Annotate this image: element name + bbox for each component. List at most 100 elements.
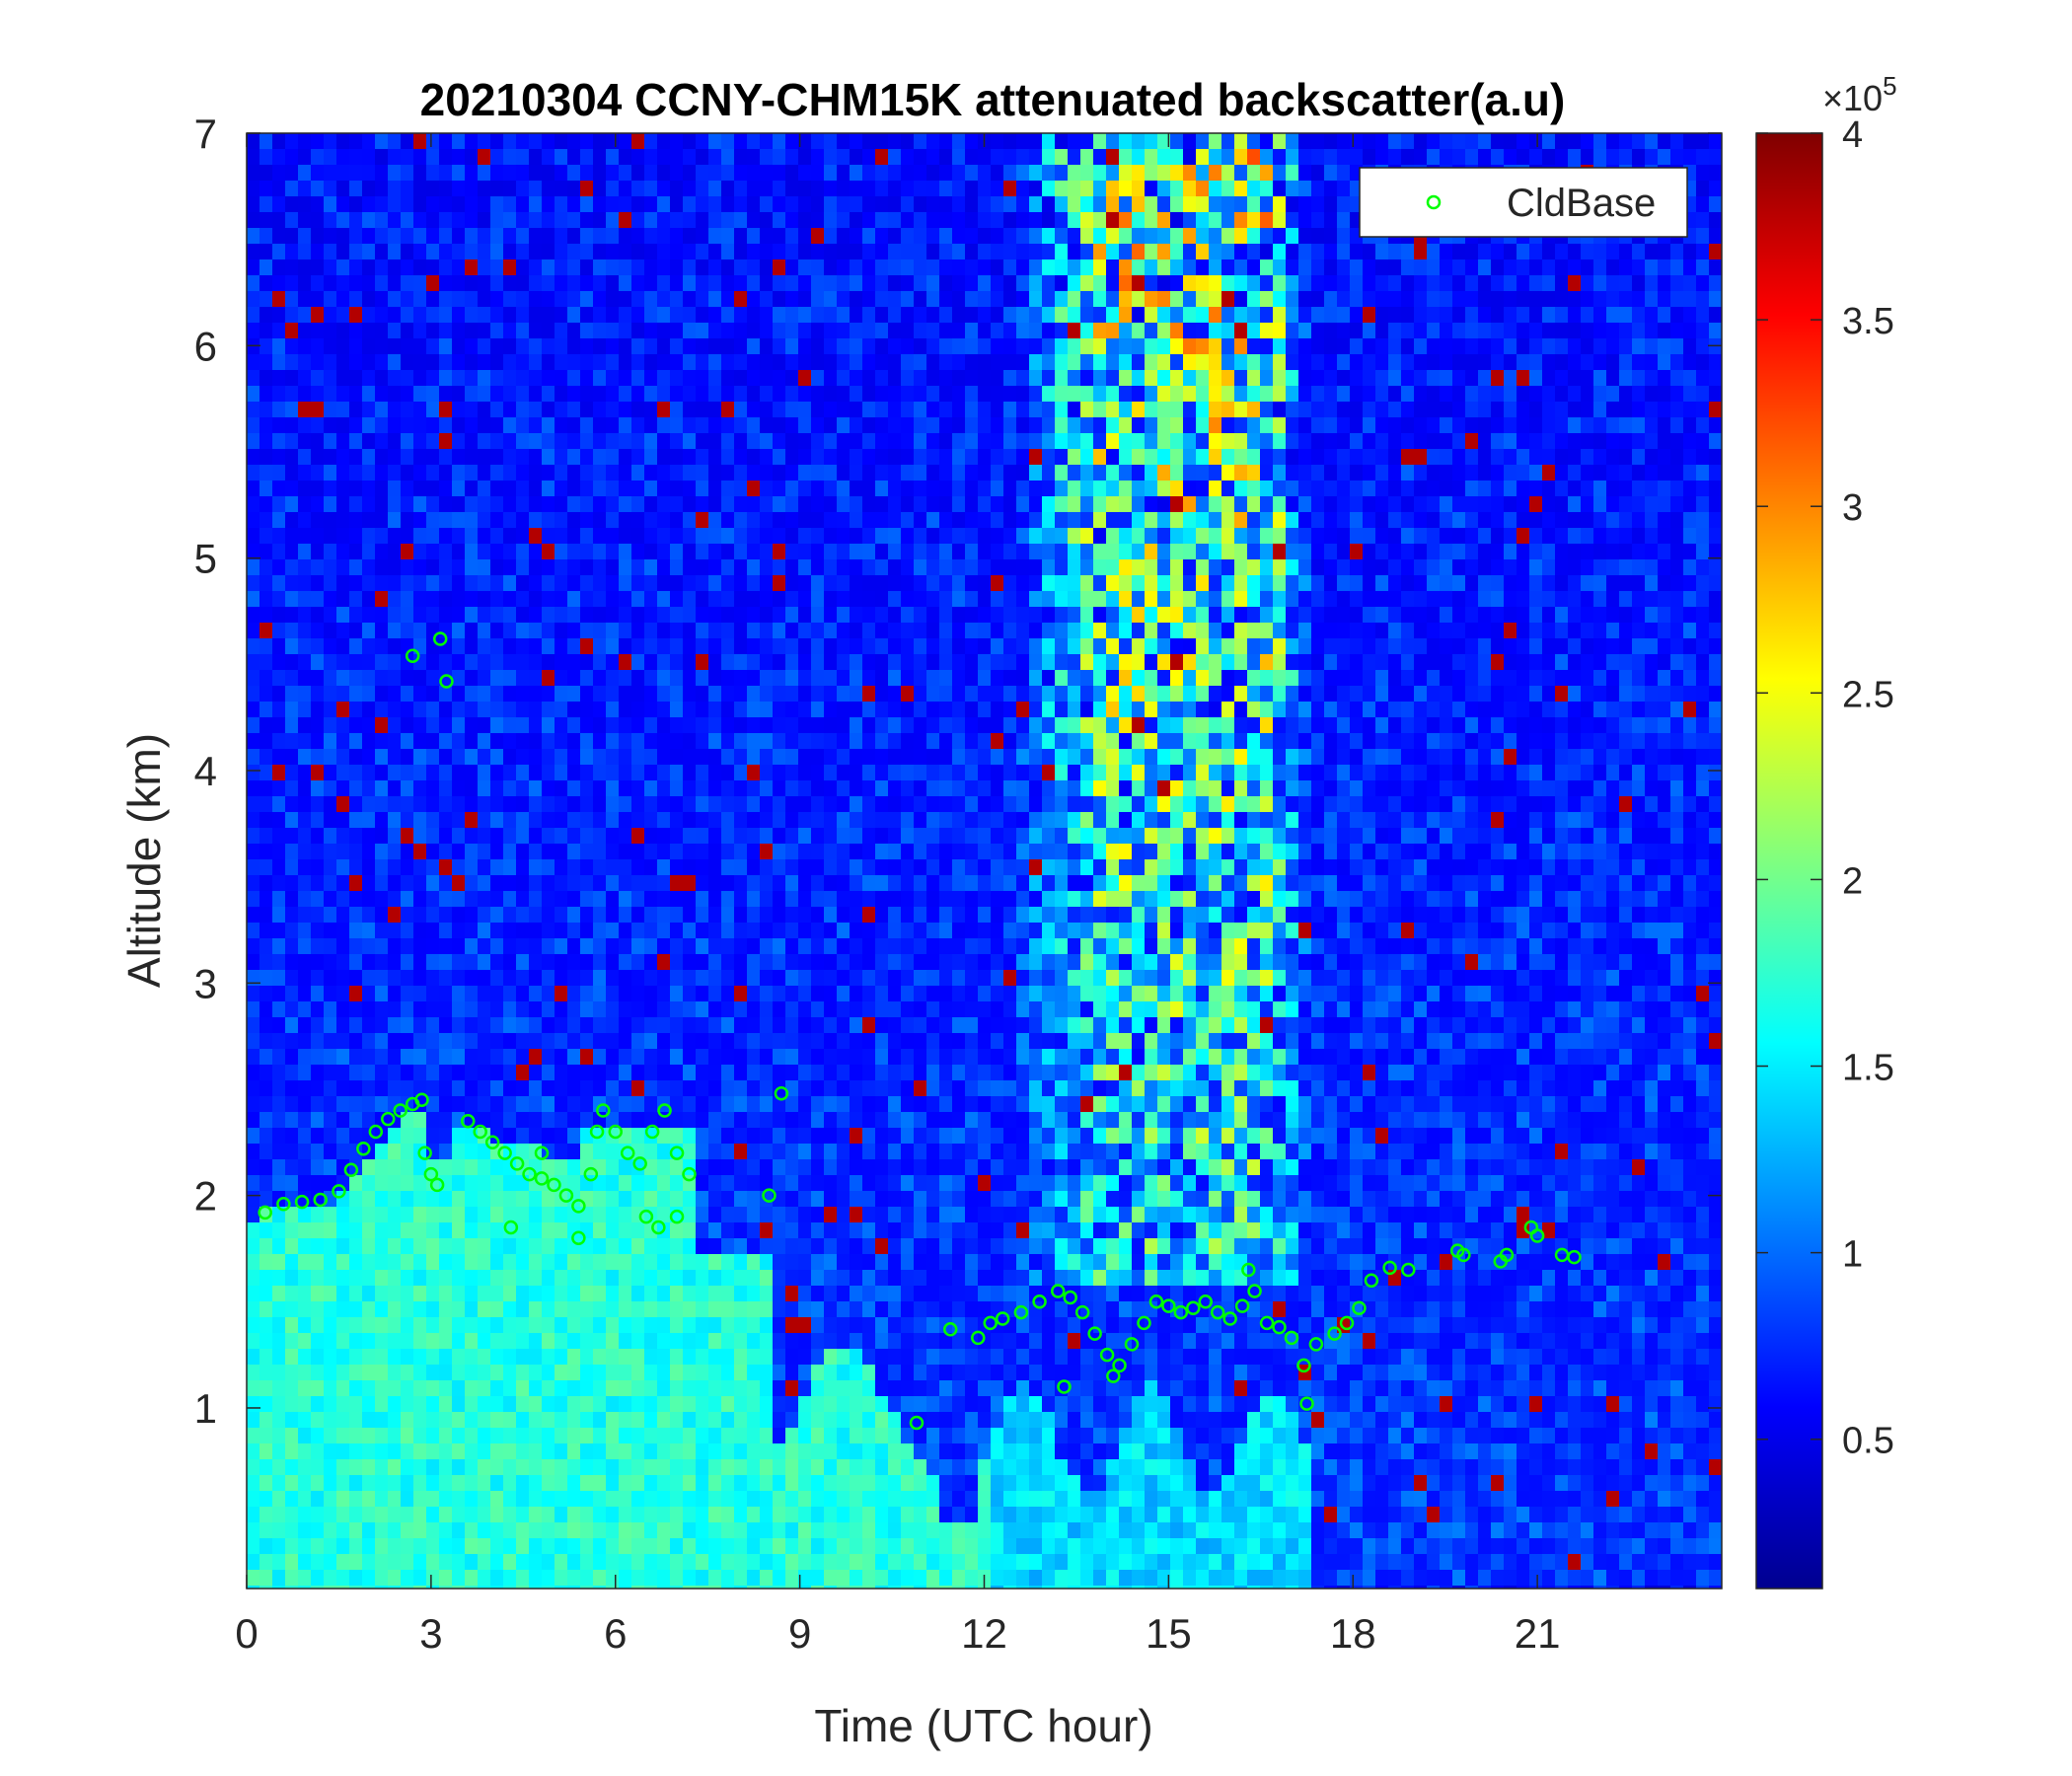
heatmap-cell — [516, 512, 530, 529]
heatmap-cell — [413, 575, 427, 592]
heatmap-cell — [760, 986, 774, 1002]
heatmap-cell — [734, 307, 748, 324]
heatmap-cell — [683, 923, 697, 939]
heatmap-cell — [516, 859, 530, 876]
heatmap-cell — [644, 244, 658, 260]
heatmap-cell — [285, 1159, 299, 1176]
heatmap-cell — [747, 591, 761, 608]
heatmap-cell — [555, 1286, 568, 1302]
heatmap-cell — [914, 1254, 927, 1271]
heatmap-cell — [747, 133, 761, 150]
heatmap-cell — [542, 654, 555, 671]
heatmap-cell — [901, 1033, 915, 1050]
heatmap-cell — [683, 891, 697, 908]
heatmap-cell — [862, 465, 876, 481]
heatmap-cell — [567, 717, 581, 734]
heatmap-cell — [747, 875, 761, 892]
heatmap-cell — [901, 465, 915, 481]
heatmap-cell — [452, 1349, 466, 1366]
heatmap-cell — [529, 1586, 543, 1589]
heatmap-cell — [272, 386, 286, 403]
heatmap-cell — [529, 954, 543, 971]
heatmap-cell — [837, 1333, 851, 1350]
heatmap-cell — [388, 1144, 402, 1160]
heatmap-cell — [901, 559, 915, 576]
heatmap-cell — [478, 165, 491, 182]
heatmap-cell — [272, 923, 286, 939]
heatmap-cell — [388, 1033, 402, 1050]
heatmap-cell — [837, 954, 851, 971]
heatmap-cell — [875, 1380, 889, 1397]
heatmap-cell — [837, 1096, 851, 1113]
heatmap-cell — [619, 954, 632, 971]
heatmap-cell — [439, 1017, 453, 1034]
heatmap-cell — [298, 228, 312, 245]
heatmap-cell — [785, 512, 799, 529]
heatmap-cell — [542, 938, 555, 955]
heatmap-cell — [850, 433, 863, 450]
heatmap-cell — [388, 1065, 402, 1081]
heatmap-cell — [375, 828, 389, 845]
heatmap-cell — [375, 1317, 389, 1334]
heatmap-cell — [285, 402, 299, 418]
heatmap-cell — [760, 1538, 774, 1555]
heatmap-cell — [259, 923, 273, 939]
heatmap-cell — [606, 591, 620, 608]
heatmap-cell — [349, 986, 363, 1002]
heatmap-cell — [631, 875, 645, 892]
heatmap-cell — [798, 1380, 812, 1397]
heatmap-cell — [798, 528, 812, 545]
heatmap-cell — [850, 275, 863, 292]
heatmap-cell — [747, 559, 761, 576]
heatmap-cell — [362, 1033, 376, 1050]
heatmap-cell — [888, 354, 902, 371]
heatmap-cell — [747, 765, 761, 781]
heatmap-cell — [388, 307, 402, 324]
heatmap-cell — [734, 275, 748, 292]
heatmap-cell — [567, 1191, 581, 1208]
heatmap-cell — [798, 417, 812, 434]
heatmap-cell — [657, 1428, 671, 1444]
heatmap-cell — [580, 133, 594, 150]
heatmap-cell — [914, 465, 927, 481]
heatmap-cell — [401, 1049, 414, 1066]
heatmap-cell — [426, 244, 440, 260]
heatmap-cell — [708, 923, 722, 939]
heatmap-cell — [388, 780, 402, 797]
heatmap-cell — [901, 654, 915, 671]
heatmap-cell — [413, 1112, 427, 1129]
heatmap-cell — [708, 1475, 722, 1492]
heatmap-cell — [773, 1207, 786, 1223]
heatmap-cell — [631, 938, 645, 955]
heatmap-cell — [696, 481, 709, 497]
heatmap-cell — [311, 1301, 325, 1318]
heatmap-cell — [747, 1033, 761, 1050]
heatmap-cell — [439, 1586, 453, 1589]
heatmap-cell — [606, 212, 620, 229]
heatmap-cell — [516, 1017, 530, 1034]
heatmap-cell — [606, 1333, 620, 1350]
heatmap-cell — [490, 1475, 504, 1492]
heatmap-cell — [503, 165, 517, 182]
heatmap-cell — [914, 149, 927, 166]
heatmap-cell — [657, 481, 671, 497]
heatmap-cell — [785, 1443, 799, 1460]
heatmap-cell — [901, 765, 915, 781]
heatmap-cell — [503, 717, 517, 734]
heatmap-cell — [529, 812, 543, 829]
heatmap-cell — [349, 1491, 363, 1508]
heatmap-cell — [324, 954, 337, 971]
heatmap-cell — [516, 559, 530, 576]
heatmap-cell — [760, 702, 774, 718]
heatmap-cell — [914, 1333, 927, 1350]
heatmap-cell — [465, 228, 479, 245]
heatmap-cell — [850, 544, 863, 560]
heatmap-cell — [298, 1586, 312, 1589]
heatmap-cell — [606, 702, 620, 718]
heatmap-cell — [850, 1049, 863, 1066]
heatmap-cell — [644, 1538, 658, 1555]
heatmap-cell — [683, 907, 697, 924]
heatmap-cell — [837, 591, 851, 608]
heatmap-cell — [888, 796, 902, 813]
heatmap-cell — [259, 433, 273, 450]
